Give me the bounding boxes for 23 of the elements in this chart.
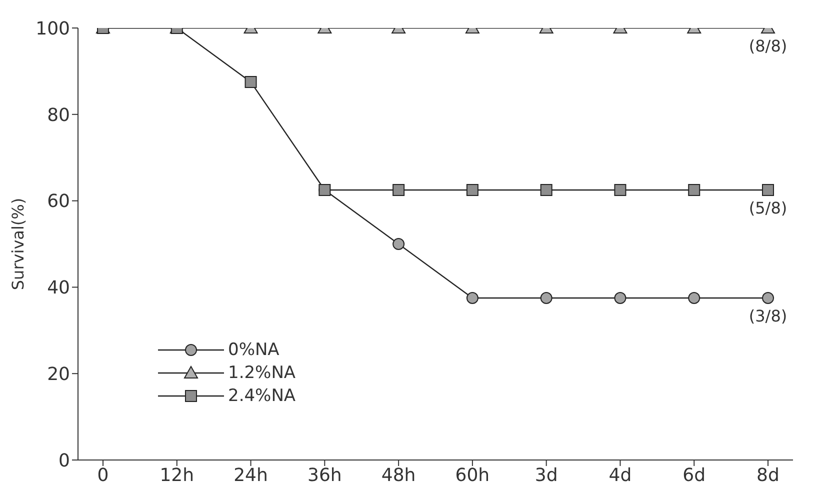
legend-label: 1.2%NA bbox=[228, 362, 296, 382]
x-tick-label: 8d bbox=[756, 464, 780, 486]
x-tick-label: 36h bbox=[308, 464, 342, 486]
annotation: (5/8) bbox=[748, 198, 788, 218]
legend-label: 0%NA bbox=[228, 340, 280, 360]
y-tick-label: 0 bbox=[58, 450, 70, 472]
y-tick-label: 80 bbox=[47, 104, 70, 126]
x-tick-label: 24h bbox=[234, 464, 268, 486]
x-tick-label: 4d bbox=[608, 464, 632, 486]
annotation: (3/8) bbox=[748, 306, 788, 326]
x-tick-label: 3d bbox=[534, 464, 558, 486]
y-tick-label: 100 bbox=[36, 18, 70, 40]
y-tick-label: 20 bbox=[47, 364, 70, 385]
x-tick-label: 48h bbox=[381, 464, 416, 486]
legend-label: 2.4%NA bbox=[228, 386, 296, 406]
y-tick-label: 40 bbox=[47, 278, 70, 299]
x-tick-label: 12h bbox=[160, 464, 194, 486]
annotation: (8/8) bbox=[748, 36, 788, 56]
y-axis-title: Survival(%) bbox=[8, 198, 28, 290]
y-tick-label: 60 bbox=[47, 191, 70, 212]
x-tick-label: 6d bbox=[682, 464, 706, 486]
x-tick-label: 60h bbox=[455, 464, 490, 486]
x-tick-label: 0 bbox=[97, 464, 109, 486]
